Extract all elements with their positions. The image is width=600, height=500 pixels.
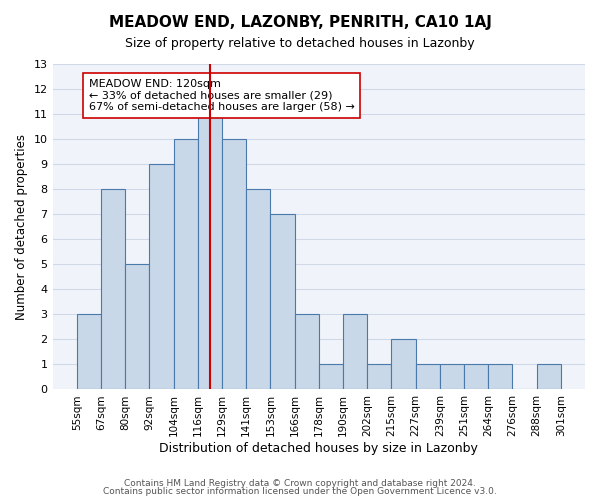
Bar bbox=[271, 214, 295, 390]
Bar bbox=[536, 364, 561, 390]
Bar bbox=[246, 189, 271, 390]
Bar bbox=[343, 314, 367, 390]
Bar bbox=[295, 314, 319, 390]
Bar bbox=[77, 314, 101, 390]
Bar bbox=[173, 139, 198, 390]
Bar bbox=[125, 264, 149, 390]
Bar bbox=[464, 364, 488, 390]
Text: MEADOW END, LAZONBY, PENRITH, CA10 1AJ: MEADOW END, LAZONBY, PENRITH, CA10 1AJ bbox=[109, 15, 491, 30]
Text: MEADOW END: 120sqm
← 33% of detached houses are smaller (29)
67% of semi-detache: MEADOW END: 120sqm ← 33% of detached hou… bbox=[89, 79, 355, 112]
Bar bbox=[101, 189, 125, 390]
Bar bbox=[416, 364, 440, 390]
Bar bbox=[319, 364, 343, 390]
Bar bbox=[440, 364, 464, 390]
Bar bbox=[367, 364, 391, 390]
Text: Contains HM Land Registry data © Crown copyright and database right 2024.: Contains HM Land Registry data © Crown c… bbox=[124, 478, 476, 488]
X-axis label: Distribution of detached houses by size in Lazonby: Distribution of detached houses by size … bbox=[160, 442, 478, 455]
Bar bbox=[488, 364, 512, 390]
Bar bbox=[391, 340, 416, 390]
Text: Contains public sector information licensed under the Open Government Licence v3: Contains public sector information licen… bbox=[103, 487, 497, 496]
Bar bbox=[198, 114, 222, 390]
Text: Size of property relative to detached houses in Lazonby: Size of property relative to detached ho… bbox=[125, 38, 475, 51]
Bar bbox=[149, 164, 173, 390]
Y-axis label: Number of detached properties: Number of detached properties bbox=[15, 134, 28, 320]
Bar bbox=[222, 139, 246, 390]
